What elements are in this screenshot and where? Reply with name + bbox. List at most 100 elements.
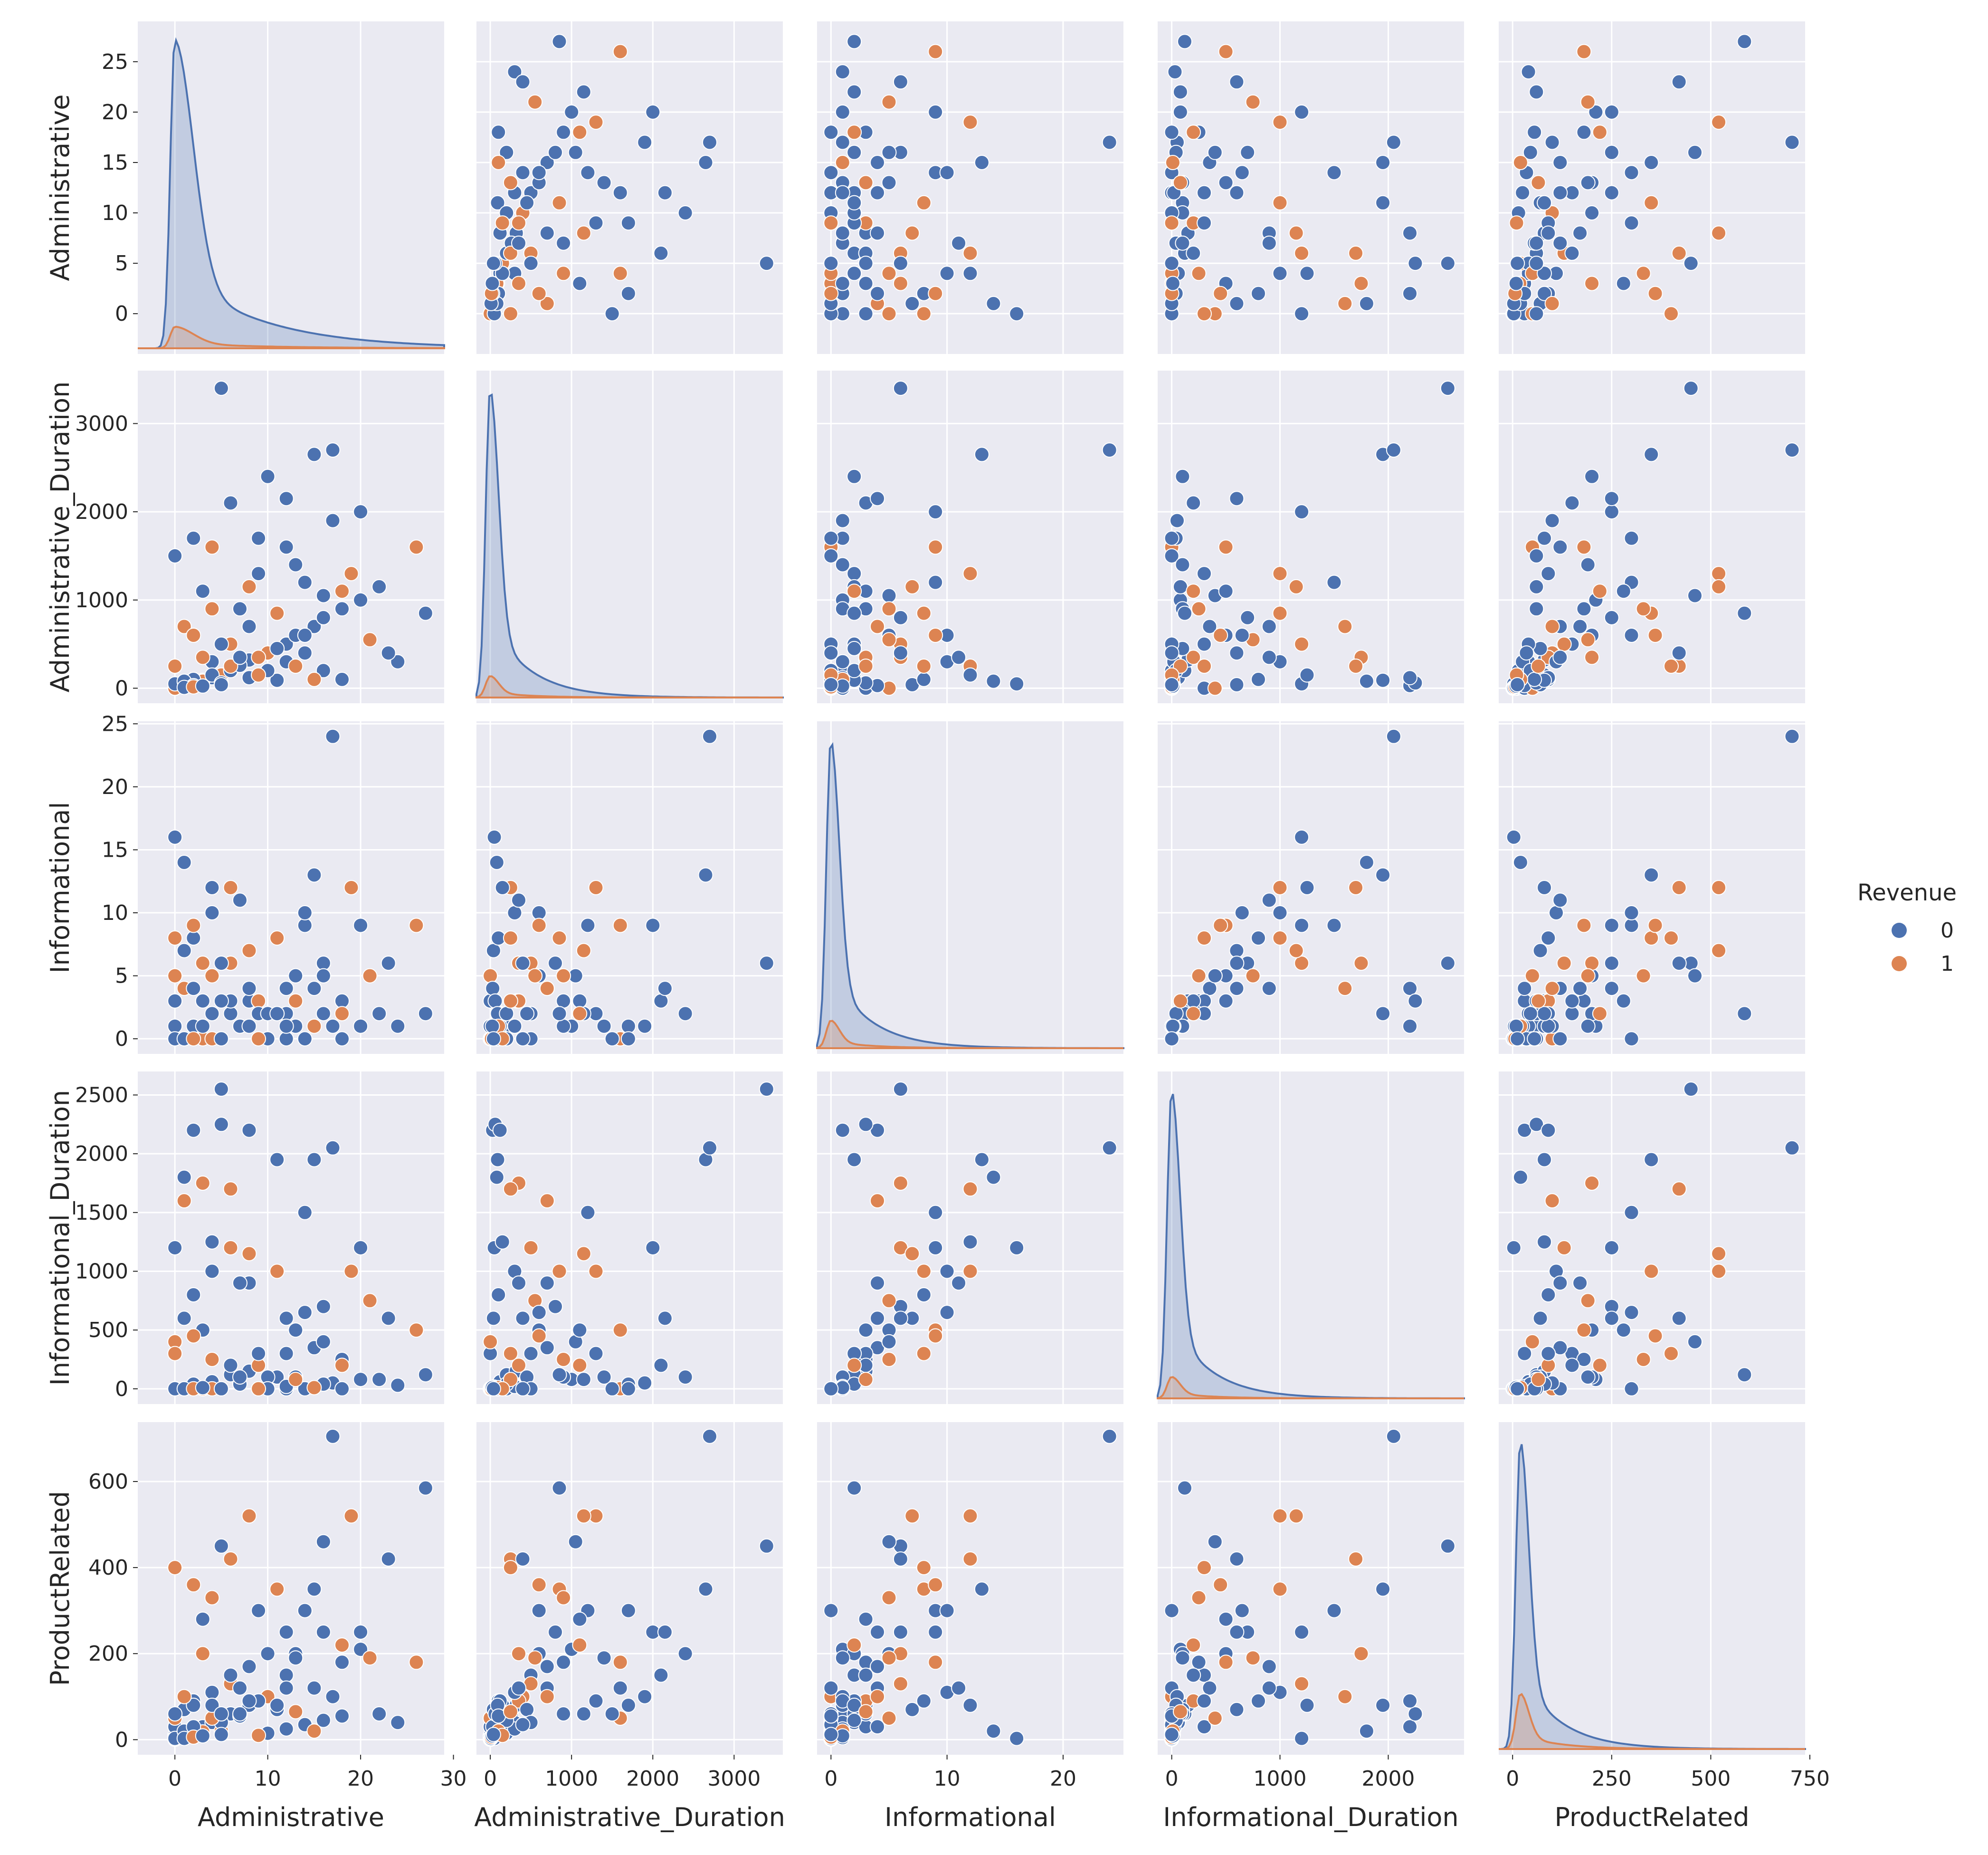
scatter-point — [835, 185, 850, 201]
legend-label-0: 0 — [1940, 918, 1954, 943]
scatter-point — [1207, 1534, 1223, 1549]
scatter-point — [343, 566, 359, 582]
scatter-point — [489, 1169, 504, 1185]
scatter-point — [1580, 632, 1596, 648]
scatter-point — [1616, 1322, 1631, 1338]
scatter-point — [1604, 918, 1619, 933]
scatter-point — [1191, 1654, 1207, 1670]
scatter-point — [213, 1117, 229, 1132]
scatter-point — [195, 1018, 210, 1034]
scatter-point — [1175, 469, 1190, 484]
scatter-point — [893, 1624, 908, 1640]
scatter-point — [552, 930, 567, 946]
scatter-point — [1229, 956, 1245, 971]
scatter-point — [1326, 918, 1342, 933]
scatter-point — [552, 34, 567, 49]
x-tick-label: 0 — [1165, 1767, 1179, 1791]
scatter-point — [1687, 1334, 1703, 1349]
scatter-point — [539, 1689, 555, 1704]
scatter-point — [1009, 1731, 1025, 1746]
scatter-point — [928, 104, 943, 120]
legend-label-1: 1 — [1940, 952, 1954, 976]
scatter-point — [1288, 943, 1304, 958]
scatter-point — [241, 1508, 257, 1524]
scatter-point — [1202, 981, 1218, 996]
scatter-point — [928, 574, 943, 590]
scatter-point — [1229, 74, 1245, 90]
panel-background — [1158, 371, 1464, 703]
scatter-point — [288, 1704, 304, 1720]
panel-administrative-vs-administrative — [138, 21, 455, 354]
scatter-point — [1294, 956, 1310, 971]
scatter-point — [418, 1367, 433, 1383]
scatter-point — [928, 504, 943, 520]
scatter-point — [269, 1697, 285, 1713]
panel-informational-duration-vs-administrative-duration — [476, 1071, 783, 1404]
scatter-point — [1251, 671, 1266, 687]
x-tick-label: 10 — [934, 1767, 961, 1791]
scatter-point — [847, 1480, 862, 1496]
scatter-point — [1537, 195, 1552, 210]
panel-informational-vs-productrelated — [1499, 721, 1811, 1054]
scatter-point — [1527, 124, 1542, 140]
scatter-point — [297, 1305, 313, 1320]
scatter-point — [1624, 215, 1639, 231]
scatter-point — [1576, 601, 1592, 617]
scatter-point — [823, 530, 839, 546]
scatter-point — [485, 276, 500, 291]
scatter-point — [1537, 880, 1552, 895]
scatter-point — [759, 1081, 774, 1097]
panel-productrelated-vs-administrative-duration — [476, 1422, 783, 1755]
scatter-point — [653, 1667, 669, 1683]
scatter-point — [893, 276, 908, 291]
scatter-point — [1624, 628, 1639, 643]
scatter-point — [297, 1031, 313, 1047]
scatter-point — [241, 1659, 257, 1674]
scatter-point — [637, 1018, 653, 1034]
scatter-point — [213, 1538, 229, 1554]
scatter-point — [1272, 1508, 1288, 1524]
scatter-point — [1711, 225, 1727, 241]
scatter-point — [1527, 671, 1542, 687]
scatter-point — [1440, 1538, 1455, 1554]
scatter-point — [576, 84, 591, 100]
scatter-point — [167, 1560, 183, 1576]
panel-background — [476, 1071, 783, 1404]
scatter-point — [495, 880, 510, 895]
scatter-point — [556, 1018, 571, 1034]
y-tick-label: 0 — [115, 302, 128, 326]
scatter-point — [195, 1380, 210, 1396]
scatter-point — [858, 256, 874, 271]
scatter-point — [1784, 134, 1800, 150]
scatter-point — [1348, 659, 1364, 674]
x-tick-label: 10 — [255, 1767, 281, 1791]
scatter-point — [1440, 381, 1455, 396]
scatter-point — [556, 968, 571, 984]
scatter-point — [1556, 636, 1572, 652]
scatter-point — [167, 968, 183, 984]
scatter-point — [759, 1538, 774, 1554]
scatter-point — [186, 918, 201, 933]
scatter-point — [1711, 943, 1727, 958]
scatter-point — [315, 1712, 331, 1728]
scatter-point — [213, 1381, 229, 1396]
scatter-point — [1521, 64, 1536, 80]
scatter-point — [1644, 155, 1659, 170]
scatter-point — [1671, 956, 1687, 971]
scatter-point — [288, 659, 304, 674]
scatter-point — [1337, 296, 1353, 311]
scatter-point — [1175, 235, 1190, 251]
scatter-point — [702, 1428, 717, 1444]
scatter-point — [1359, 1723, 1374, 1739]
scatter-point — [334, 1708, 350, 1724]
scatter-point — [588, 115, 604, 130]
scatter-point — [269, 641, 285, 656]
scatter-point — [1294, 636, 1310, 652]
scatter-point — [1604, 185, 1619, 201]
scatter-point — [823, 1680, 839, 1696]
scatter-point — [1604, 610, 1619, 625]
scatter-point — [1165, 1018, 1180, 1034]
x-tick-label: 2000 — [1361, 1767, 1415, 1791]
scatter-point — [1549, 905, 1564, 920]
